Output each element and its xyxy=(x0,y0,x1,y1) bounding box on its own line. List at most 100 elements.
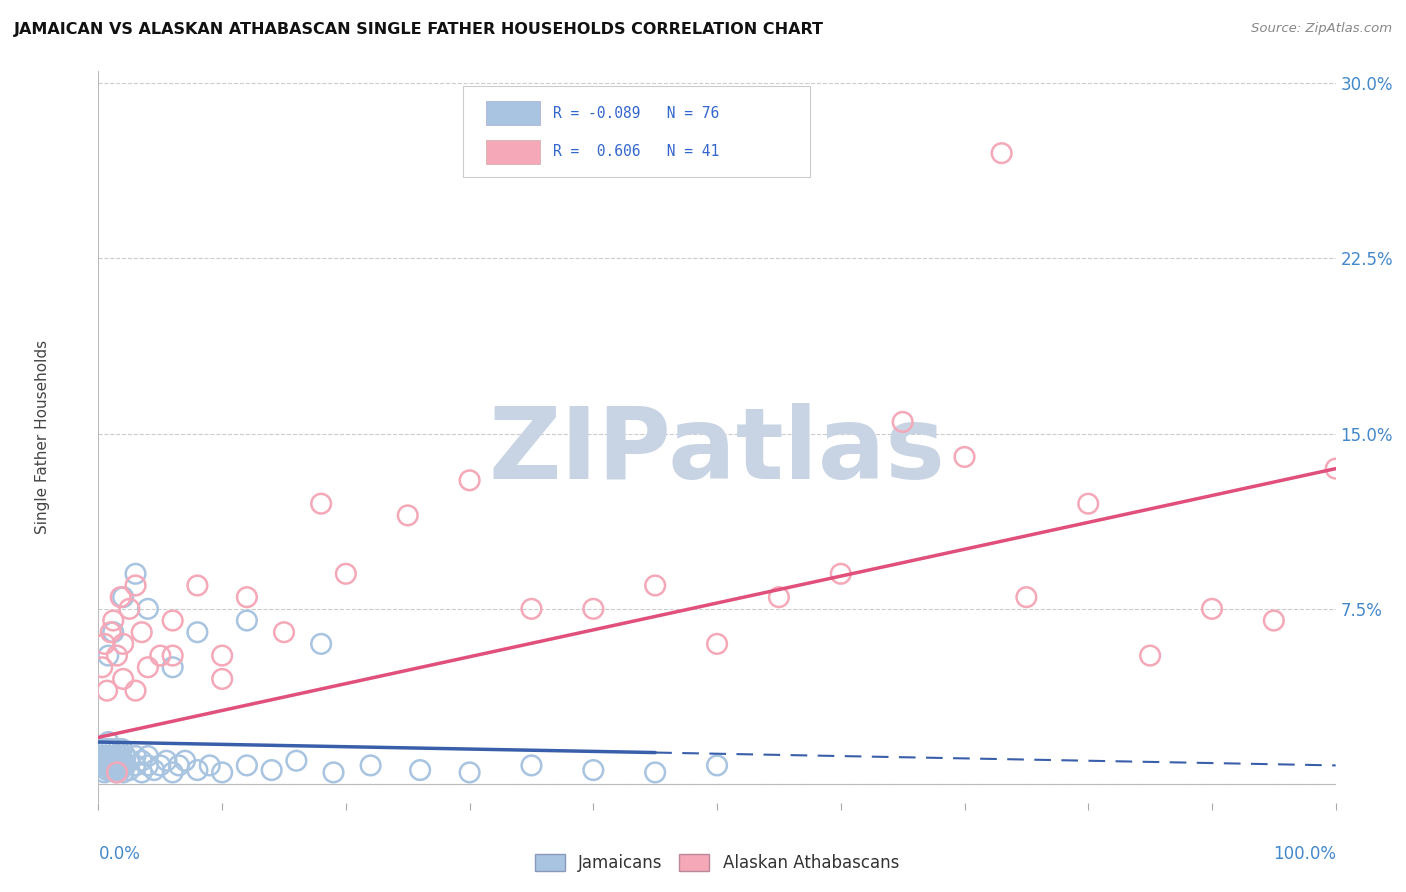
Point xyxy=(105,749,128,764)
Point xyxy=(103,749,125,764)
Text: R =  0.606   N = 41: R = 0.606 N = 41 xyxy=(553,145,718,160)
FancyBboxPatch shape xyxy=(485,140,540,163)
Point xyxy=(136,758,159,772)
Point xyxy=(990,146,1012,161)
Point xyxy=(107,763,129,777)
Point xyxy=(136,749,159,764)
Point xyxy=(108,758,131,772)
Point xyxy=(118,754,141,768)
Point xyxy=(112,672,135,686)
Point xyxy=(1201,602,1223,616)
Point xyxy=(520,758,543,772)
Point xyxy=(162,765,184,780)
Point xyxy=(162,614,184,628)
Point xyxy=(360,758,382,772)
Point xyxy=(1077,497,1099,511)
Point xyxy=(111,742,134,756)
Point xyxy=(830,566,852,581)
Point xyxy=(260,763,283,777)
Point xyxy=(108,749,131,764)
Point xyxy=(110,590,132,604)
Point xyxy=(98,758,121,772)
Point xyxy=(953,450,976,464)
Point xyxy=(409,763,432,777)
Point xyxy=(118,602,141,616)
Point xyxy=(309,497,332,511)
Point xyxy=(174,754,197,768)
Point xyxy=(94,749,117,764)
Point xyxy=(155,754,177,768)
Point xyxy=(93,754,115,768)
Point xyxy=(236,590,259,604)
Point xyxy=(582,763,605,777)
Point xyxy=(101,754,124,768)
Point xyxy=(1324,461,1347,475)
Text: 0.0%: 0.0% xyxy=(98,845,141,863)
Point xyxy=(105,765,128,780)
Point xyxy=(273,625,295,640)
Point xyxy=(706,758,728,772)
Point xyxy=(124,566,146,581)
Point xyxy=(335,566,357,581)
Point xyxy=(891,415,914,429)
Point xyxy=(104,754,127,768)
Text: JAMAICAN VS ALASKAN ATHABASCAN SINGLE FATHER HOUSEHOLDS CORRELATION CHART: JAMAICAN VS ALASKAN ATHABASCAN SINGLE FA… xyxy=(14,22,824,37)
Point xyxy=(114,758,136,772)
Point xyxy=(112,590,135,604)
Point xyxy=(103,614,125,628)
Point xyxy=(100,625,122,640)
FancyBboxPatch shape xyxy=(485,102,540,125)
Point xyxy=(236,614,259,628)
Point xyxy=(1015,590,1038,604)
Point xyxy=(582,602,605,616)
Point xyxy=(396,508,419,523)
Text: Single Father Households: Single Father Households xyxy=(35,340,51,534)
Point xyxy=(97,754,120,768)
Point xyxy=(112,637,135,651)
Point xyxy=(322,765,344,780)
Point xyxy=(131,625,153,640)
Point xyxy=(644,578,666,592)
Point xyxy=(93,765,115,780)
Point xyxy=(162,648,184,663)
Point xyxy=(118,763,141,777)
Point xyxy=(103,763,125,777)
Point xyxy=(124,758,146,772)
Point xyxy=(104,765,127,780)
Point xyxy=(100,763,122,777)
Point xyxy=(93,749,115,764)
Point xyxy=(105,648,128,663)
Point xyxy=(211,672,233,686)
Point xyxy=(124,578,146,592)
Point xyxy=(131,765,153,780)
Point xyxy=(143,763,166,777)
Text: ZIPatlas: ZIPatlas xyxy=(489,403,945,500)
Point xyxy=(136,602,159,616)
Point xyxy=(91,660,114,674)
Point xyxy=(96,742,118,756)
Point xyxy=(167,758,190,772)
Point xyxy=(124,683,146,698)
Point xyxy=(93,637,115,651)
Point xyxy=(93,758,115,772)
Point xyxy=(458,765,481,780)
Point xyxy=(96,763,118,777)
Point xyxy=(136,660,159,674)
Point xyxy=(520,602,543,616)
Point xyxy=(149,758,172,772)
Point xyxy=(110,754,132,768)
Point xyxy=(1139,648,1161,663)
Point xyxy=(103,625,125,640)
Point xyxy=(97,648,120,663)
Point xyxy=(211,765,233,780)
Point xyxy=(131,754,153,768)
Point xyxy=(186,763,208,777)
Point xyxy=(458,473,481,487)
Point xyxy=(107,742,129,756)
Point xyxy=(101,758,124,772)
Point xyxy=(149,648,172,663)
Point xyxy=(644,765,666,780)
Point xyxy=(112,754,135,768)
Legend: Jamaicans, Alaskan Athabascans: Jamaicans, Alaskan Athabascans xyxy=(529,847,905,879)
Point xyxy=(162,660,184,674)
